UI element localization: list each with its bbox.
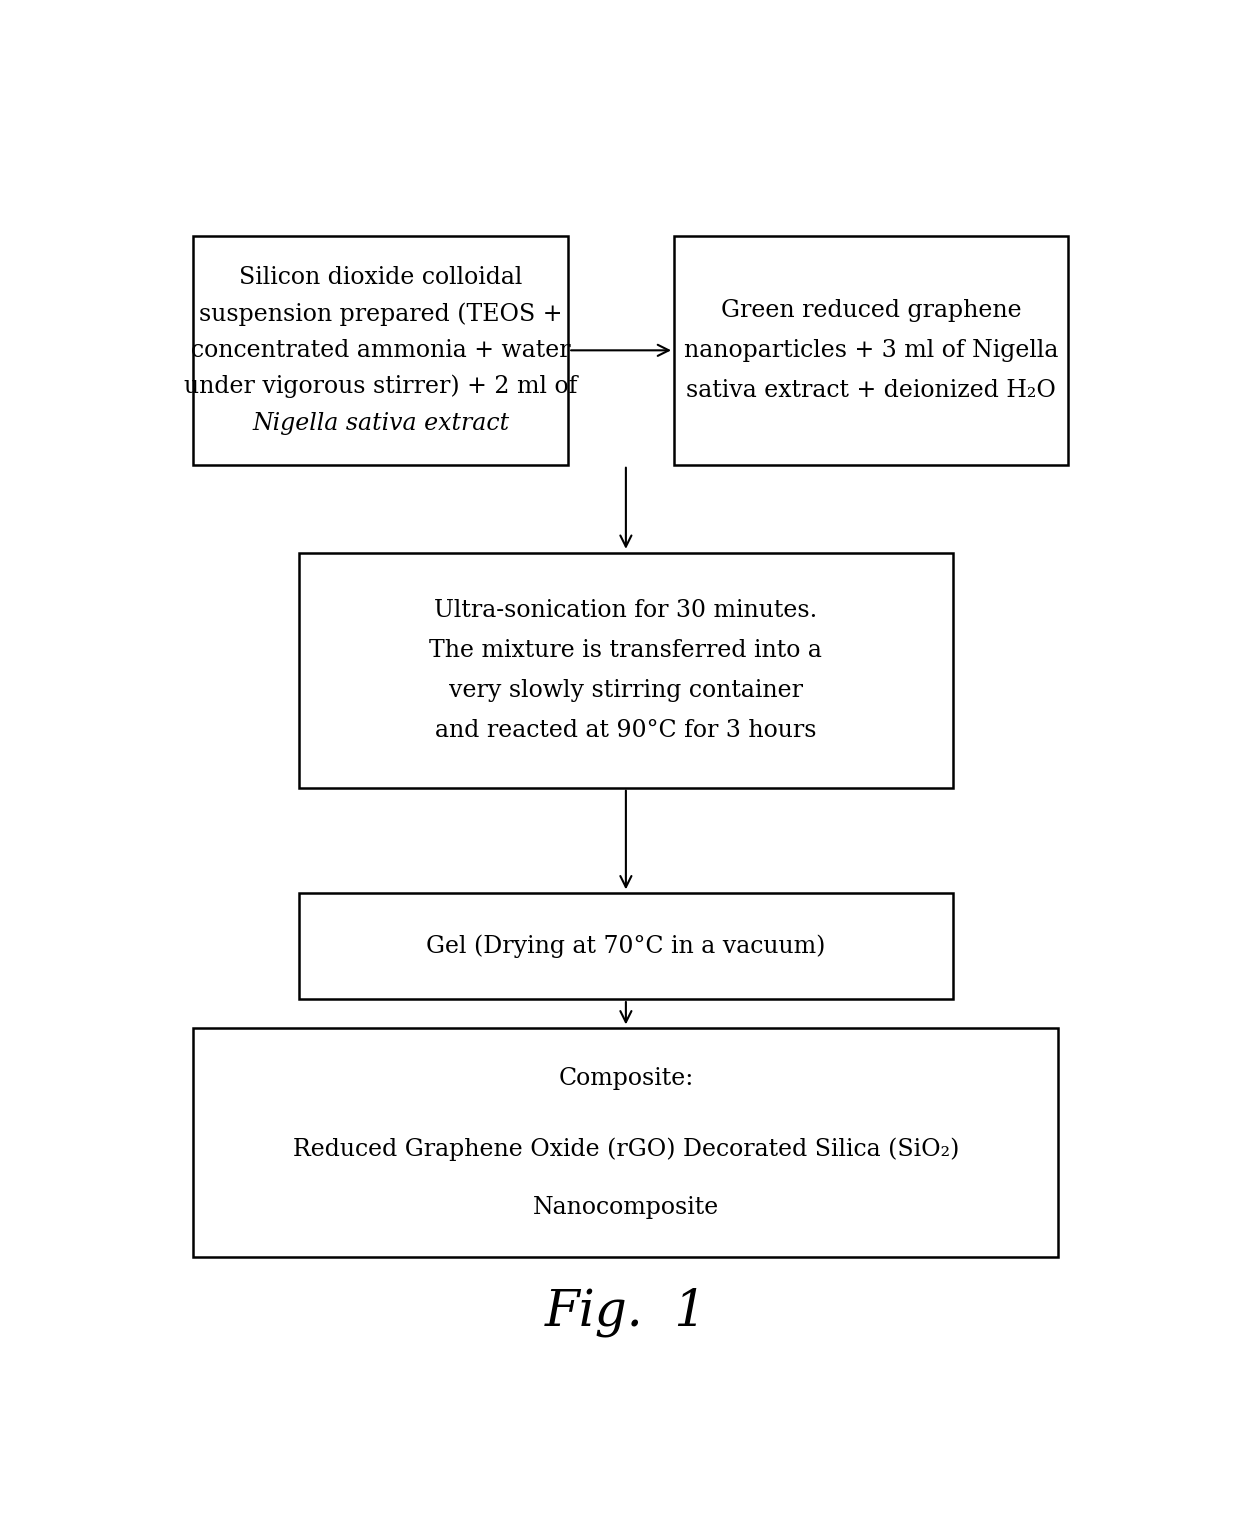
Text: suspension prepared (TEOS +: suspension prepared (TEOS + bbox=[200, 302, 563, 326]
Text: under vigorous stirrer) + 2 ml of: under vigorous stirrer) + 2 ml of bbox=[185, 375, 578, 398]
Text: nanoparticles + 3 ml of Nigella: nanoparticles + 3 ml of Nigella bbox=[683, 339, 1058, 361]
Text: Nigella sativa extract: Nigella sativa extract bbox=[252, 412, 510, 435]
Text: Silicon dioxide colloidal: Silicon dioxide colloidal bbox=[239, 265, 522, 290]
Text: Ultra-sonication for 30 minutes.: Ultra-sonication for 30 minutes. bbox=[434, 599, 817, 622]
Text: Green reduced graphene: Green reduced graphene bbox=[720, 299, 1022, 322]
Text: Nanocomposite: Nanocomposite bbox=[533, 1196, 719, 1218]
FancyBboxPatch shape bbox=[675, 236, 1068, 465]
Text: very slowly stirring container: very slowly stirring container bbox=[449, 679, 802, 702]
FancyBboxPatch shape bbox=[299, 554, 952, 788]
Text: sativa extract + deionized H₂O: sativa extract + deionized H₂O bbox=[686, 378, 1056, 401]
FancyBboxPatch shape bbox=[193, 1028, 1059, 1258]
Text: concentrated ammonia + water: concentrated ammonia + water bbox=[191, 339, 570, 361]
Text: The mixture is transferred into a: The mixture is transferred into a bbox=[429, 639, 822, 662]
Text: and reacted at 90°C for 3 hours: and reacted at 90°C for 3 hours bbox=[435, 718, 817, 741]
Text: Fig.  1: Fig. 1 bbox=[544, 1289, 707, 1337]
FancyBboxPatch shape bbox=[193, 236, 568, 465]
Text: Gel (Drying at 70°C in a vacuum): Gel (Drying at 70°C in a vacuum) bbox=[427, 935, 826, 958]
FancyBboxPatch shape bbox=[299, 894, 952, 999]
Text: Reduced Graphene Oxide (rGO) Decorated Silica (SiO₂): Reduced Graphene Oxide (rGO) Decorated S… bbox=[293, 1138, 959, 1161]
Text: Composite:: Composite: bbox=[558, 1068, 693, 1090]
